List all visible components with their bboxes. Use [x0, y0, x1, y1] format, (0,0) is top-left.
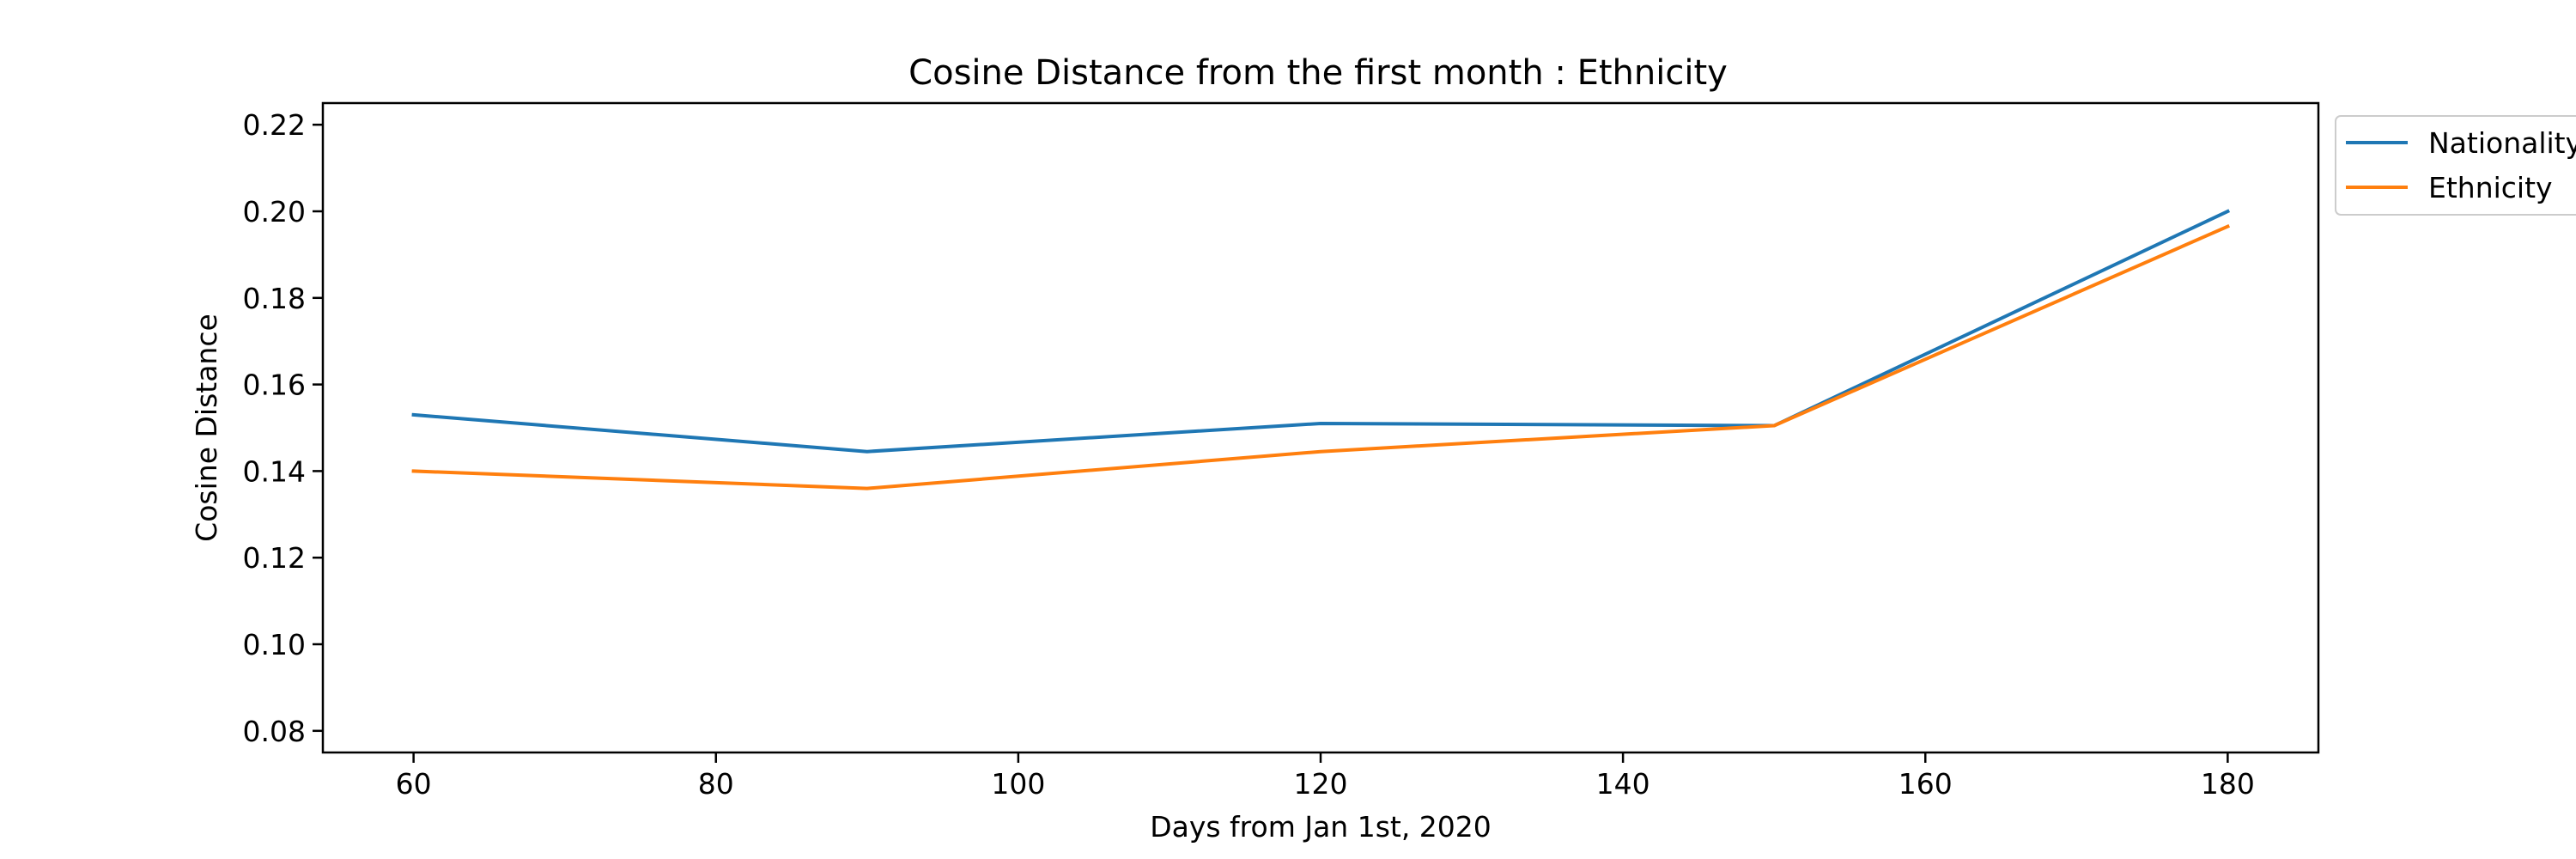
- legend-items: Nationality Ethnicity: [2346, 126, 2576, 204]
- y-axis: 0.08 0.10 0.12 0.14 0.16 0.18 0.20 0.22: [243, 108, 323, 748]
- legend-label-nationality: Nationality: [2428, 126, 2576, 160]
- y-tick-label: 0.20: [243, 195, 306, 228]
- plot-frame: [321, 101, 2320, 754]
- legend-label-ethnicity: Ethnicity: [2428, 171, 2553, 204]
- y-tick-label: 0.16: [243, 369, 306, 402]
- y-tick-label: 0.18: [243, 282, 306, 315]
- x-tick-label: 160: [1899, 767, 1953, 801]
- series-line-nationality: [411, 209, 2231, 454]
- y-tick-label: 0.12: [243, 541, 306, 575]
- y-tick-label: 0.10: [243, 628, 306, 661]
- x-axis-label: Days from Jan 1st, 2020: [1150, 810, 1492, 844]
- x-tick-label: 120: [1294, 767, 1348, 801]
- x-tick-label: 140: [1596, 767, 1650, 801]
- chart-title: Cosine Distance from the first month : E…: [908, 53, 1728, 93]
- series-lines: [411, 209, 2231, 490]
- x-tick-label: 60: [396, 767, 432, 801]
- series-line-ethnicity: [411, 223, 2231, 490]
- x-tick-label: 180: [2201, 767, 2255, 801]
- legend-frame: [2335, 115, 2576, 216]
- legend: Nationality Ethnicity: [2335, 115, 2576, 216]
- x-tick-label: 100: [991, 767, 1045, 801]
- y-tick-label: 0.22: [243, 108, 306, 142]
- x-tick-label: 80: [698, 767, 734, 801]
- y-tick-label: 0.08: [243, 715, 306, 748]
- y-tick-label: 0.14: [243, 454, 306, 488]
- plot-area: [321, 101, 2320, 754]
- y-axis-label: Cosine Distance: [190, 314, 223, 542]
- x-axis: 60 80 100 120 140 160 180: [396, 752, 2255, 801]
